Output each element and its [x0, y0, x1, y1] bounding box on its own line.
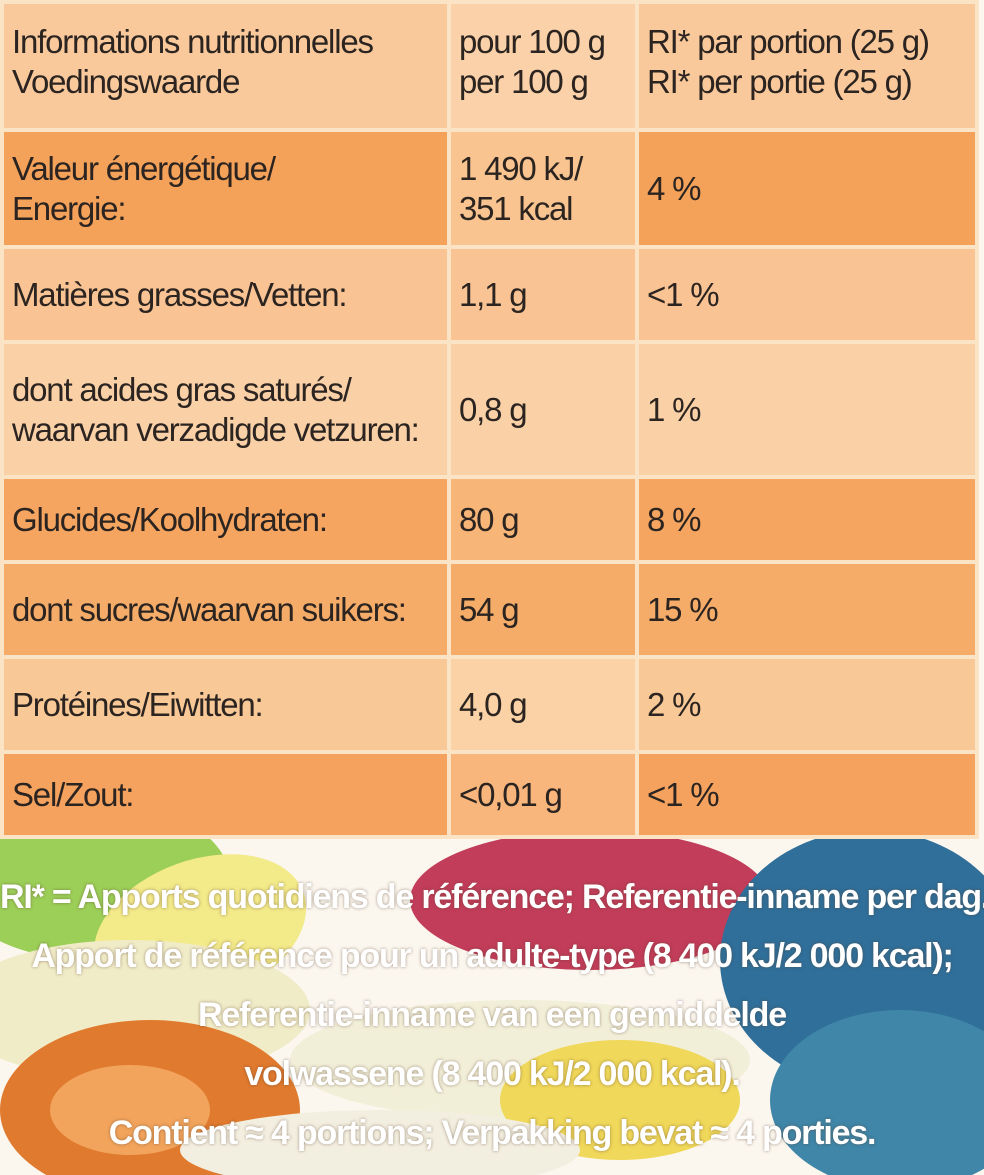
- cell-line: Protéines/Eiwitten:: [12, 685, 264, 723]
- table-cell: 4 %: [635, 128, 979, 249]
- table-cell: 4,0 g: [447, 655, 639, 754]
- table-cell: Matières grasses/Vetten:: [0, 245, 451, 344]
- footnote-line: Contient ≈ 4 portions; Verpakking bevat …: [108, 1114, 877, 1152]
- table-cell: 0,8 g: [447, 340, 639, 479]
- cell-line: 54 g: [459, 590, 520, 628]
- footnote-line: Referentie-inname van een gemiddelde: [198, 996, 787, 1034]
- nutrient-row: dont acides gras saturés/waarvan verzadi…: [0, 340, 979, 479]
- table-cell: Protéines/Eiwitten:: [0, 655, 451, 754]
- table-cell: <1 %: [635, 750, 979, 839]
- cell-line: 1 490 kJ/: [459, 149, 583, 187]
- cell-line: <1 %: [647, 775, 720, 813]
- nutrient-row: Glucides/Koolhydraten: 80 g 8 %: [0, 475, 979, 564]
- cell-line: Glucides/Koolhydraten:: [12, 500, 328, 538]
- table-cell: 2 %: [635, 655, 979, 754]
- cell-line: RI* per portie (25 g): [647, 63, 913, 100]
- cell-line: <1 %: [647, 275, 720, 313]
- table-cell: Glucides/Koolhydraten:: [0, 475, 451, 564]
- table-cell: 54 g: [447, 560, 639, 659]
- cell-line: <0,01 g: [459, 775, 563, 813]
- cell-line: 8 %: [647, 500, 701, 538]
- cell-line: 351 kcal: [459, 189, 574, 227]
- cell-line: 15 %: [647, 590, 719, 628]
- table-cell: RI* par portion (25 g) RI* per portie (25…: [635, 0, 979, 132]
- cell-line: dont sucres/waarvan suikers:: [12, 590, 407, 628]
- footnote-line: RI* = Apports quotidiens de référence; R…: [0, 878, 984, 916]
- cell-line: 2 %: [647, 685, 701, 723]
- cell-line: dont acides gras saturés/: [12, 370, 352, 408]
- cell-line: RI* par portion (25 g): [647, 23, 930, 60]
- nutrient-row: dont sucres/waarvan suikers: 54 g 15 %: [0, 560, 979, 659]
- cell-line: Informations nutritionnelles: [12, 23, 374, 60]
- table-cell: 1 490 kJ/351 kcal: [447, 128, 639, 249]
- cell-line: Valeur énergétique/: [12, 149, 276, 187]
- table-cell: <1 %: [635, 245, 979, 344]
- cell-line: per 100 g: [459, 63, 589, 100]
- footnote: RI* = Apports quotidiens de référence; R…: [0, 868, 984, 1163]
- footnote-line: volwassene (8 400 kJ/2 000 kcal).: [244, 1055, 741, 1093]
- header-row: Informations nutritionnelles Voedingswaar…: [0, 0, 979, 132]
- cell-line: 4 %: [647, 169, 701, 207]
- table-cell: <0,01 g: [447, 750, 639, 839]
- table-cell: 1,1 g: [447, 245, 639, 344]
- cell-line: 80 g: [459, 500, 520, 538]
- cell-line: 0,8 g: [459, 390, 528, 428]
- table-cell: dont sucres/waarvan suikers:: [0, 560, 451, 659]
- nutrient-row: Protéines/Eiwitten: 4,0 g 2 %: [0, 655, 979, 754]
- table-cell: 8 %: [635, 475, 979, 564]
- nutrition-table: Informations nutritionnelles Voedingswaar…: [0, 0, 979, 839]
- table-cell: pour 100 g per 100 g: [447, 0, 639, 132]
- table-cell: Valeur énergétique/Energie:: [0, 128, 451, 249]
- cell-line: Voedingswaarde: [12, 63, 240, 100]
- table-cell: 1 %: [635, 340, 979, 479]
- table-cell: Informations nutritionnelles Voedingswaar…: [0, 0, 451, 132]
- cell-line: Energie:: [12, 189, 127, 227]
- cell-line: 1 %: [647, 390, 701, 428]
- cell-line: Matières grasses/Vetten:: [12, 275, 348, 313]
- nutrient-row: Matières grasses/Vetten: 1,1 g <1 %: [0, 245, 979, 344]
- table-cell: dont acides gras saturés/waarvan verzadi…: [0, 340, 451, 479]
- cell-line: Sel/Zout:: [12, 775, 134, 813]
- table-cell: Sel/Zout:: [0, 750, 451, 839]
- table-cell: 80 g: [447, 475, 639, 564]
- cell-line: waarvan verzadigde vetzuren:: [12, 410, 420, 448]
- nutrient-row: Valeur énergétique/Energie: 1 490 kJ/351 …: [0, 128, 979, 249]
- cell-line: 1,1 g: [459, 275, 528, 313]
- cell-line: 4,0 g: [459, 685, 528, 723]
- footnote-line: Apport de référence pour un adulte-type …: [31, 937, 954, 975]
- nutrient-row: Sel/Zout: <0,01 g <1 %: [0, 750, 979, 839]
- cell-line: pour 100 g: [459, 23, 606, 60]
- table-cell: 15 %: [635, 560, 979, 659]
